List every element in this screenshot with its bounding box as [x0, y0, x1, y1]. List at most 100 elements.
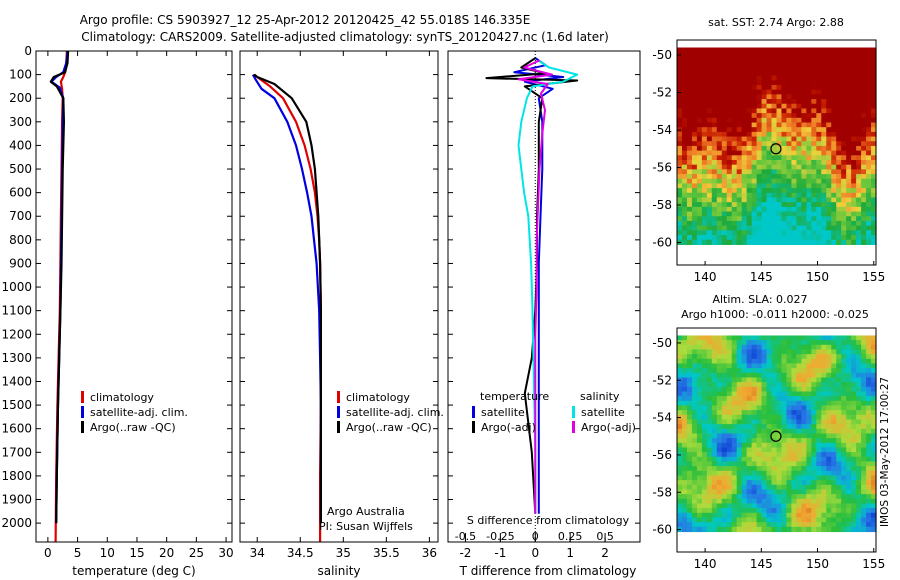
sla_map-cell	[866, 498, 872, 505]
sla_map-cell	[746, 358, 753, 365]
sst_map-cell	[871, 192, 877, 199]
sst_map-cell	[841, 66, 847, 72]
sst_map-cell	[701, 103, 708, 110]
sla_map-cell	[681, 442, 688, 449]
sla-map-title: Altim. SLA: 0.027	[712, 293, 807, 306]
sst_map-cell	[836, 164, 842, 170]
sst_map-cell	[811, 131, 817, 138]
sla_map-cell	[691, 349, 698, 355]
difference-s-xtick-label: 0.5	[596, 530, 614, 543]
sst_map-cell	[736, 183, 743, 189]
sst_map-cell	[801, 141, 807, 147]
sst_map-cell	[846, 122, 852, 128]
sst_map-cell	[691, 70, 698, 77]
sst_map-cell	[806, 113, 812, 119]
sla_map-cell	[776, 368, 783, 374]
sst_map-cell	[726, 99, 733, 105]
sla_map-cell	[866, 349, 872, 355]
sst_map-cell	[677, 150, 683, 156]
sst_map-cell	[801, 61, 807, 67]
sst_map-cell	[751, 150, 758, 156]
sst_map-cell	[746, 99, 753, 105]
sst_map-cell	[811, 202, 817, 208]
sla_map-cell	[856, 466, 862, 472]
sst_map-cell	[826, 94, 832, 100]
sst_map-cell	[696, 216, 703, 222]
sst_map-cell	[801, 216, 807, 222]
sla_map-cell	[746, 410, 753, 416]
sla_map-cell	[721, 456, 728, 463]
difference-xtick-label: 1	[566, 546, 574, 560]
sla_map-cell	[721, 433, 728, 439]
sst_map-cell	[811, 188, 817, 194]
sla_map-cell	[721, 428, 728, 435]
sla_map-cell	[761, 368, 768, 374]
sst_map-cell	[776, 160, 783, 166]
sla_map-cell	[736, 475, 743, 481]
sla_map-cell	[851, 368, 857, 374]
sst_map-cell	[781, 131, 788, 138]
sst_map-cell	[741, 52, 748, 58]
sla_map-cell	[776, 363, 783, 369]
sst_map-cell	[706, 103, 713, 110]
sla_map-cell	[741, 377, 748, 383]
sla_map-cell	[781, 470, 788, 477]
sla_map-cell	[677, 447, 683, 453]
sla_map-cell	[686, 526, 693, 533]
sla_map-cell	[791, 475, 797, 481]
sst_map-cell	[696, 211, 703, 217]
sst_map-cell	[781, 127, 788, 133]
sla_map-cell	[791, 405, 797, 411]
sla_map-cell	[871, 489, 877, 495]
sst_map-cell	[706, 225, 713, 231]
sst_map-cell	[721, 216, 728, 222]
sst_map-cell	[716, 202, 723, 208]
sla_map-ytick-label: -60	[652, 523, 672, 537]
sla_map-cell	[801, 512, 807, 519]
sst_map-cell	[856, 164, 862, 170]
sla_map-cell	[771, 452, 778, 458]
sst_map-cell	[721, 202, 728, 208]
sst_map-cell	[851, 169, 857, 175]
sla_map-cell	[866, 508, 872, 514]
sst_map-cell	[796, 183, 802, 189]
sst_map-cell	[846, 150, 852, 156]
sst_map-cell	[751, 127, 758, 133]
sst_map-cell	[751, 85, 758, 91]
sst_map-cell	[796, 66, 802, 72]
sst_map-cell	[696, 127, 703, 133]
sst_map-cell	[826, 169, 832, 175]
sla_map-cell	[806, 433, 812, 439]
sst_map-cell	[771, 94, 778, 100]
sst_map-cell	[791, 89, 797, 95]
sla_map-cell	[726, 452, 733, 458]
sst_map-cell	[751, 235, 758, 241]
sst_map-cell	[711, 70, 718, 77]
sst_map-cell	[861, 230, 867, 236]
sst_map-cell	[691, 108, 698, 114]
sst_map-cell	[831, 47, 837, 53]
sla_map-cell	[756, 480, 763, 486]
sla_map-cell	[831, 377, 837, 383]
sst_map-cell	[796, 197, 802, 203]
sst_map-cell	[771, 145, 778, 152]
sst_map-cell	[686, 220, 693, 227]
sla_map-cell	[861, 480, 867, 486]
sla_map-cell	[706, 498, 713, 505]
sla_map-cell	[686, 480, 693, 486]
sst_map-cell	[741, 239, 748, 245]
sst_map-cell	[761, 66, 768, 72]
sst_map-cell	[736, 145, 743, 152]
sst_map-cell	[821, 230, 827, 236]
sst_map-cell	[736, 70, 743, 77]
sst_map-cell	[741, 202, 748, 208]
sla_map-cell	[861, 363, 867, 369]
sla_map-cell	[736, 335, 743, 341]
sla_map-cell	[811, 396, 817, 402]
sst_map-cell	[856, 136, 862, 142]
temperature-series-line	[49, 50, 70, 524]
sst_map-cell	[731, 103, 738, 110]
sst_map-cell	[846, 103, 852, 110]
sst_map-cell	[866, 136, 872, 142]
sst_map-cell	[766, 192, 773, 199]
